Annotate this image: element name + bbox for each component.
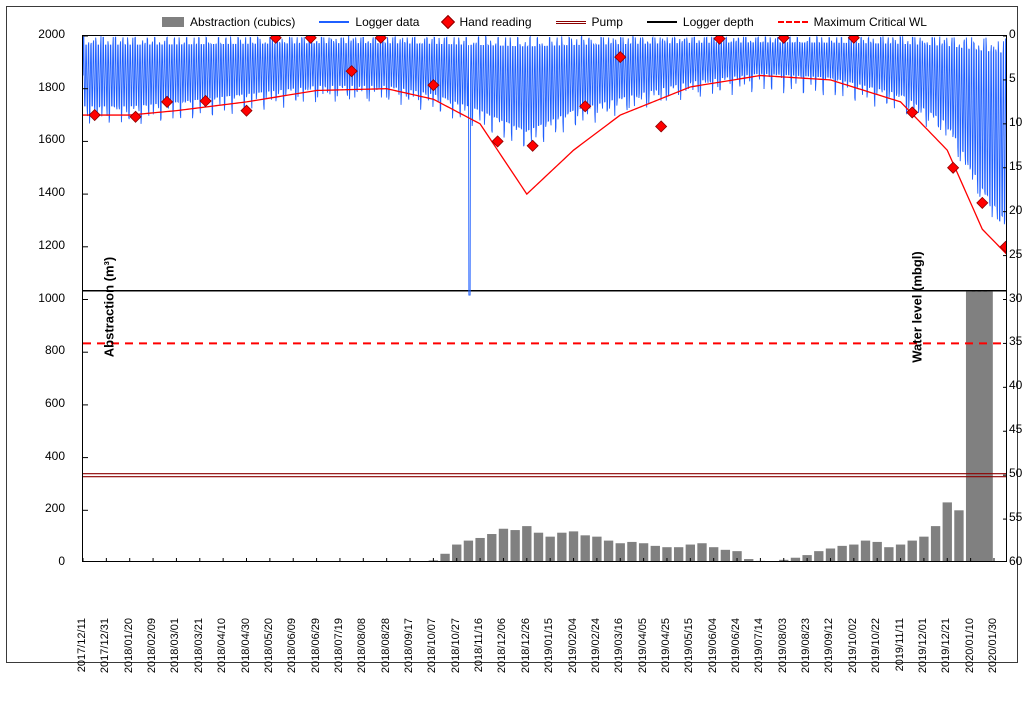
- diamond-swatch-icon: [441, 15, 455, 29]
- y-left-tick: 1800: [15, 80, 65, 94]
- y-left-tick: 1600: [15, 132, 65, 146]
- x-tick: 2019/04/25: [660, 618, 672, 708]
- legend-label: Pump: [592, 15, 623, 29]
- x-tick: 2018/02/09: [146, 618, 158, 708]
- x-tick: 2019/02/24: [590, 618, 602, 708]
- legend-label: Maximum Critical WL: [814, 15, 927, 29]
- x-tick: 2018/06/29: [310, 618, 322, 708]
- x-tick: 2019/11/11: [894, 618, 906, 708]
- x-tick: 2017/12/11: [76, 618, 88, 708]
- x-tick: 2020/01/10: [964, 618, 976, 708]
- y-left-axis-label: Abstraction (m³): [102, 207, 117, 407]
- bar-swatch-icon: [162, 17, 184, 27]
- y-right-tick: 10: [1009, 115, 1024, 129]
- y-right-tick: 35: [1009, 334, 1024, 348]
- y-right-tick: 30: [1009, 291, 1024, 305]
- y-right-tick: 0: [1009, 27, 1024, 41]
- legend-label: Hand reading: [459, 15, 531, 29]
- x-tick: 2019/03/16: [613, 618, 625, 708]
- x-tick: 2018/10/07: [426, 618, 438, 708]
- x-tick: 2019/01/15: [543, 618, 555, 708]
- legend-label: Logger depth: [683, 15, 754, 29]
- y-right-tick: 55: [1009, 510, 1024, 524]
- x-tick: 2018/03/01: [169, 618, 181, 708]
- y-right-tick: 15: [1009, 159, 1024, 173]
- y-left-tick: 1400: [15, 185, 65, 199]
- legend-logger-depth: Logger depth: [647, 15, 754, 29]
- x-tick: 2018/01/20: [123, 618, 135, 708]
- x-tick: 2019/08/03: [777, 618, 789, 708]
- y-right-axis-label: Water level (mbgl): [910, 207, 925, 407]
- x-tick: 2019/08/23: [800, 618, 812, 708]
- line-swatch-icon: [647, 21, 677, 23]
- y-left-tick: 0: [15, 554, 65, 568]
- legend-logger: Logger data: [319, 15, 419, 29]
- dash-line-swatch-icon: [778, 21, 808, 23]
- y-right-tick: 5: [1009, 71, 1024, 85]
- x-tick: 2019/09/12: [823, 618, 835, 708]
- x-tick: 2018/12/06: [496, 618, 508, 708]
- y-right-tick: 60: [1009, 554, 1024, 568]
- x-tick: 2018/03/21: [193, 618, 205, 708]
- double-line-swatch-icon: [556, 21, 586, 24]
- x-tick: 2019/12/01: [917, 618, 929, 708]
- y-left-tick: 200: [15, 501, 65, 515]
- x-tick: 2019/04/05: [637, 618, 649, 708]
- y-left-tick: 2000: [15, 27, 65, 41]
- legend: Abstraction (cubics) Logger data Hand re…: [82, 11, 1007, 33]
- x-tick: 2020/01/30: [987, 618, 999, 708]
- legend-label: Abstraction (cubics): [190, 15, 295, 29]
- y-right-tick: 45: [1009, 422, 1024, 436]
- x-tick: 2019/05/15: [683, 618, 695, 708]
- line-swatch-icon: [319, 21, 349, 23]
- x-tick: 2019/12/21: [940, 618, 952, 708]
- x-tick: 2018/04/30: [240, 618, 252, 708]
- x-tick: 2018/05/20: [263, 618, 275, 708]
- legend-pump: Pump: [556, 15, 623, 29]
- x-tick: 2019/06/24: [730, 618, 742, 708]
- legend-hand: Hand reading: [443, 15, 531, 29]
- legend-maxcrit: Maximum Critical WL: [778, 15, 927, 29]
- y-right-tick: 40: [1009, 378, 1024, 392]
- y-right-tick: 50: [1009, 466, 1024, 480]
- x-tick: 2018/08/28: [380, 618, 392, 708]
- x-tick: 2018/04/10: [216, 618, 228, 708]
- y-left-tick: 1000: [15, 291, 65, 305]
- y-right-tick: 25: [1009, 247, 1024, 261]
- x-tick: 2018/10/27: [450, 618, 462, 708]
- x-tick: 2018/07/19: [333, 618, 345, 708]
- y-left-tick: 800: [15, 343, 65, 357]
- x-tick: 2018/08/08: [356, 618, 368, 708]
- y-left-tick: 400: [15, 449, 65, 463]
- x-tick: 2018/06/09: [286, 618, 298, 708]
- y-left-tick: 600: [15, 396, 65, 410]
- x-tick: 2017/12/31: [99, 618, 111, 708]
- legend-abstraction: Abstraction (cubics): [162, 15, 295, 29]
- x-tick: 2018/12/26: [520, 618, 532, 708]
- y-right-tick: 20: [1009, 203, 1024, 217]
- x-tick: 2019/06/04: [707, 618, 719, 708]
- x-tick: 2019/10/22: [870, 618, 882, 708]
- x-tick: 2019/02/04: [567, 618, 579, 708]
- x-tick: 2018/09/17: [403, 618, 415, 708]
- y-left-tick: 1200: [15, 238, 65, 252]
- chart-frame: Abstraction (cubics) Logger data Hand re…: [6, 6, 1018, 663]
- x-tick: 2019/10/02: [847, 618, 859, 708]
- x-tick: 2019/07/14: [753, 618, 765, 708]
- plot-area: [82, 35, 1007, 562]
- legend-label: Logger data: [355, 15, 419, 29]
- x-tick: 2018/11/16: [473, 618, 485, 708]
